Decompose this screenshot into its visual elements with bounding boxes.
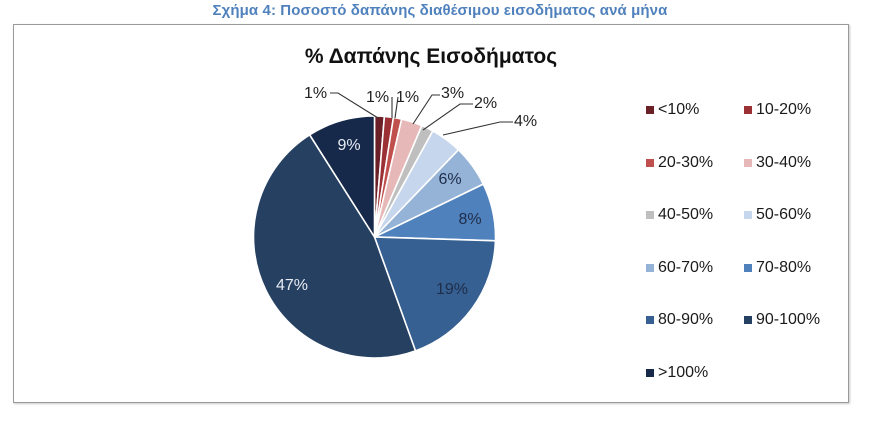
data-label: 1% bbox=[396, 89, 419, 106]
legend-swatch bbox=[646, 263, 654, 272]
legend-label: 30-40% bbox=[756, 153, 812, 171]
data-label: 9% bbox=[337, 137, 360, 154]
legend-item: 10-20% bbox=[744, 101, 811, 119]
legend-item: 30-40% bbox=[744, 154, 811, 172]
legend-item: 40-50% bbox=[646, 206, 713, 224]
leader-line bbox=[394, 96, 399, 119]
legend-label: 20-30% bbox=[658, 153, 714, 171]
pie-slice-80-90% bbox=[373, 236, 497, 352]
chart-title: % Δαπάνης Εισοδήματος bbox=[304, 45, 558, 68]
pie-slice-90-100% bbox=[252, 133, 417, 359]
legend-swatch bbox=[646, 106, 654, 114]
leader-line bbox=[330, 92, 379, 119]
legend-swatch bbox=[744, 316, 752, 324]
legend-item: 70-80% bbox=[744, 259, 811, 277]
legend-item: >100% bbox=[646, 364, 708, 382]
figure-caption: Σχήμα 4: Ποσοστό δαπάνης διαθέσιμου εισο… bbox=[212, 2, 668, 19]
leader-line bbox=[412, 94, 440, 125]
legend-label: 40-50% bbox=[658, 206, 714, 223]
legend-item: 80-90% bbox=[646, 311, 713, 329]
data-label: 2% bbox=[474, 95, 497, 112]
leader-line bbox=[442, 121, 513, 136]
legend-item: 20-30% bbox=[646, 154, 713, 172]
legend-item: 60-70% bbox=[646, 259, 713, 277]
data-label: 8% bbox=[458, 211, 481, 228]
leader-line bbox=[422, 103, 473, 131]
legend-swatch bbox=[744, 106, 752, 114]
data-label: 6% bbox=[438, 171, 461, 188]
legend-label: <10% bbox=[658, 101, 700, 118]
data-label: 1% bbox=[304, 85, 327, 102]
legend-swatch bbox=[744, 211, 752, 219]
legend-label: 10-20% bbox=[756, 101, 812, 118]
legend-swatch bbox=[646, 211, 654, 219]
data-label: 19% bbox=[436, 281, 468, 298]
legend-label: >100% bbox=[658, 363, 709, 381]
legend-swatch bbox=[646, 368, 654, 377]
legend-swatch bbox=[646, 316, 654, 324]
data-label: 4% bbox=[514, 113, 537, 130]
legend-item: 50-60% bbox=[744, 206, 811, 224]
data-label: 3% bbox=[441, 85, 464, 102]
legend-label: 90-100% bbox=[756, 311, 821, 328]
pie-chart: 1% 1% 1% 3% 2% 4% 6% 8% 19% 47% 9% bbox=[252, 85, 537, 359]
legend-label: 60-70% bbox=[658, 258, 714, 276]
data-label: 47% bbox=[276, 277, 308, 294]
legend-item: <10% bbox=[646, 101, 699, 119]
legend-swatch bbox=[744, 158, 752, 167]
data-label: 1% bbox=[366, 89, 389, 106]
legend-swatch bbox=[744, 263, 752, 272]
legend-label: 50-60% bbox=[756, 206, 812, 223]
legend-label: 80-90% bbox=[658, 311, 714, 328]
legend-item: 90-100% bbox=[744, 311, 820, 329]
legend-swatch bbox=[646, 158, 654, 167]
chart-frame: % Δαπάνης Εισοδήματος 1% 1% 1% 3% 2% 4% 6% 8% 19… bbox=[13, 24, 849, 403]
legend-label: 70-80% bbox=[756, 258, 812, 276]
